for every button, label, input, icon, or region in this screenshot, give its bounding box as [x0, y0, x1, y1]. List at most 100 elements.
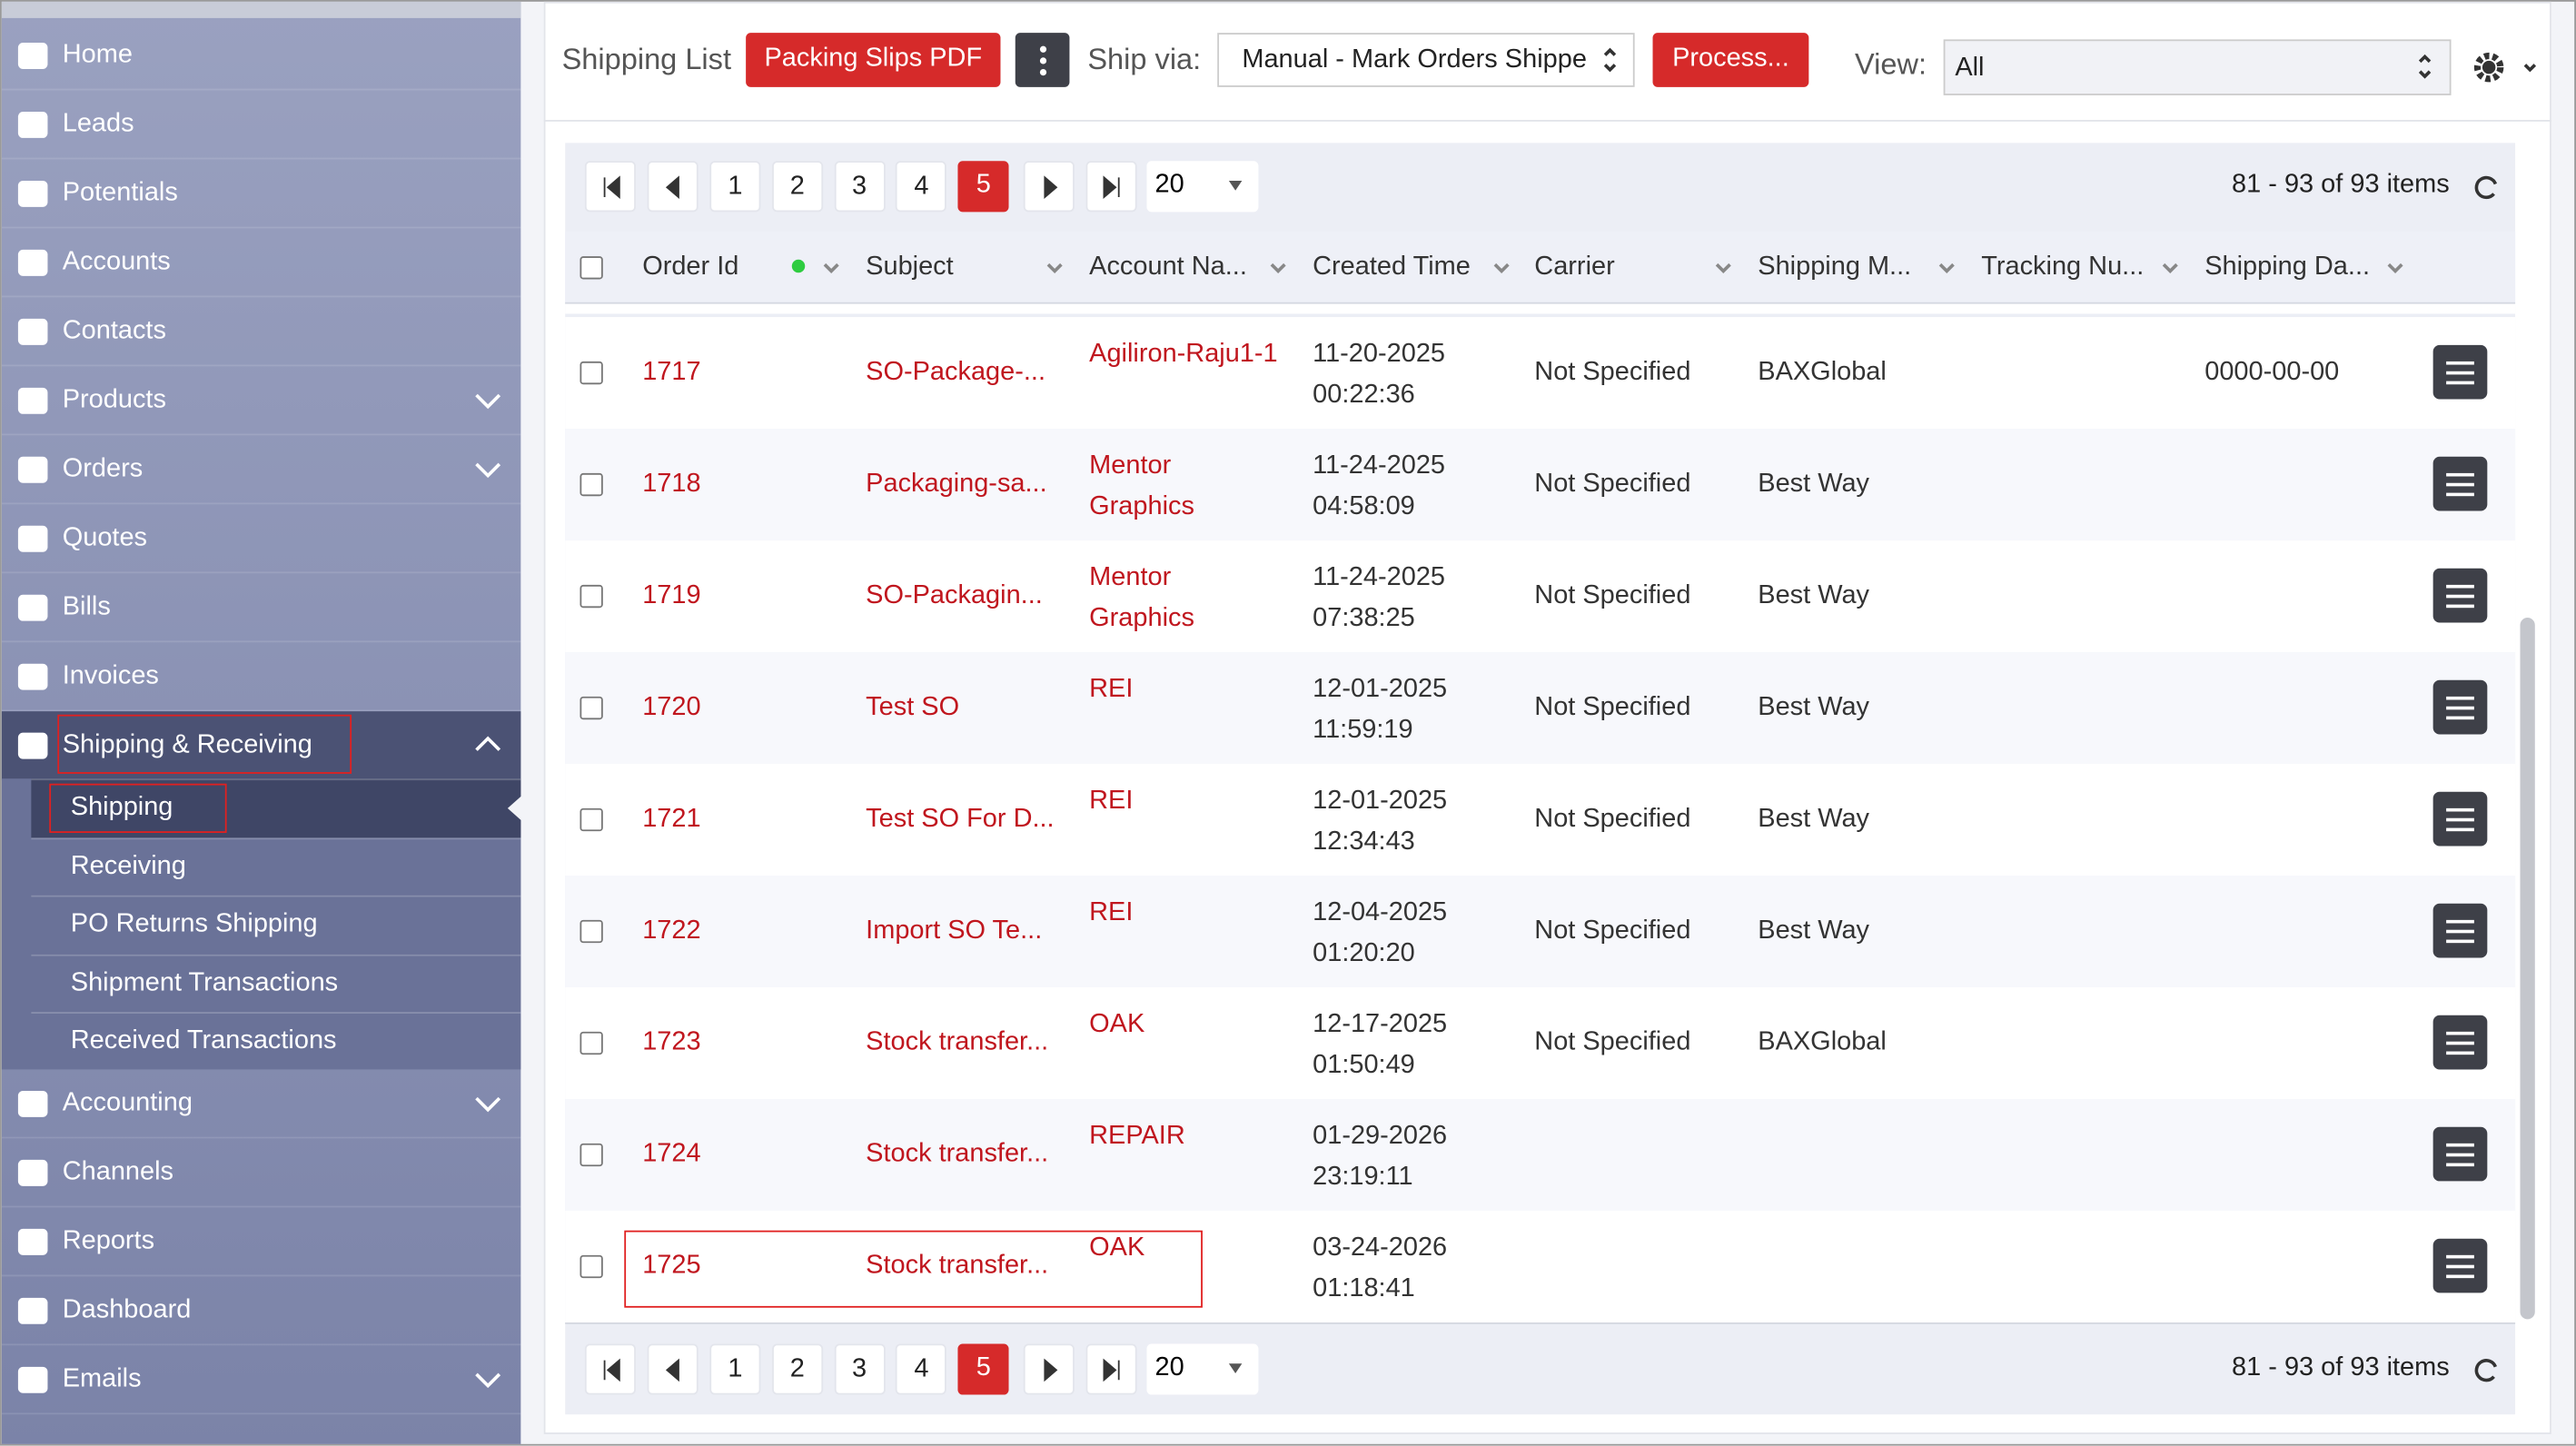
- cell-id[interactable]: 1719: [642, 581, 701, 610]
- view-select[interactable]: All: [1943, 39, 2452, 95]
- submenu-item[interactable]: PO Returns Shipping: [31, 895, 521, 954]
- cell-created: 12-01-2025 12:34:43: [1313, 787, 1448, 856]
- row-checkbox[interactable]: [580, 1143, 603, 1167]
- nav-item[interactable]: Home: [1, 22, 521, 91]
- cell-id[interactable]: 1718: [642, 470, 701, 499]
- column-header[interactable]: Account Na...: [1089, 253, 1247, 282]
- nav-item[interactable]: Accounting: [1, 1069, 521, 1139]
- nav-item[interactable]: Quotes: [1, 504, 521, 574]
- page-button[interactable]: 1: [709, 1343, 761, 1395]
- row-checkbox[interactable]: [580, 807, 603, 832]
- row-checkbox[interactable]: [580, 1031, 603, 1055]
- page-number: 5: [976, 1353, 991, 1382]
- cell-method: Best Way: [1758, 581, 1870, 610]
- cell-id[interactable]: 1725: [642, 1252, 701, 1280]
- menu-bar: [2446, 593, 2474, 598]
- nav-item[interactable]: Bills: [1, 573, 521, 643]
- table-row: [565, 652, 2516, 765]
- page-button[interactable]: 1: [709, 161, 761, 213]
- scrollbar-thumb: [2520, 618, 2535, 1320]
- row-checkbox[interactable]: [580, 584, 603, 609]
- menu-bar: [2446, 370, 2474, 374]
- cell-id[interactable]: 1724: [642, 1140, 701, 1168]
- column-header[interactable]: Created Time: [1313, 253, 1471, 282]
- icon-shape: [17, 525, 48, 552]
- column-header[interactable]: Subject: [866, 253, 954, 282]
- page-size-select[interactable]: 20: [1146, 161, 1259, 213]
- page-button[interactable]: 4: [896, 161, 947, 213]
- nav-item[interactable]: Products: [1, 366, 521, 436]
- dot-shape: [1038, 45, 1046, 52]
- menu-bar: [2446, 715, 2474, 719]
- nav-item[interactable]: Channels: [1, 1138, 521, 1208]
- nav-item[interactable]: Shipping & Receiving: [1, 711, 521, 781]
- nav-item[interactable]: Leads: [1, 90, 521, 160]
- cell-id[interactable]: 1722: [642, 916, 701, 945]
- submenu-item[interactable]: Received Transactions: [31, 1012, 521, 1070]
- chevron: [2418, 70, 2432, 79]
- cell-subject: SO-Package-...: [866, 358, 1045, 387]
- nav-item[interactable]: Reports: [1, 1207, 521, 1277]
- table-row: [565, 540, 2516, 653]
- nav-item[interactable]: Orders: [1, 435, 521, 505]
- row-checkbox[interactable]: [580, 361, 603, 385]
- page-button[interactable]: 3: [834, 1343, 886, 1395]
- column-header[interactable]: Carrier: [1534, 253, 1615, 282]
- submenu-item[interactable]: Shipment Transactions: [31, 953, 521, 1012]
- row-checkbox[interactable]: [580, 696, 603, 720]
- select-all-checkbox[interactable]: [580, 256, 603, 280]
- last-page[interactable]: [1085, 1343, 1137, 1395]
- icon-shape: [17, 594, 48, 621]
- nav-icon: [17, 1297, 48, 1324]
- page-size-select[interactable]: 20: [1146, 1343, 1259, 1395]
- process-button[interactable]: Process...: [1652, 33, 1809, 87]
- nav-item[interactable]: Dashboard: [1, 1276, 521, 1346]
- row-checkbox[interactable]: [580, 919, 603, 944]
- refresh-icon[interactable]: [2474, 1359, 2498, 1382]
- cell-carrier: Not Specified: [1534, 693, 1691, 722]
- page-button[interactable]: 5: [957, 1343, 1009, 1395]
- toolbar-divider: [543, 120, 2551, 122]
- page-button[interactable]: 2: [771, 1343, 823, 1395]
- cell-account: Mentor Graphics: [1089, 563, 1194, 632]
- cell-id[interactable]: 1717: [642, 358, 701, 387]
- submenu-item[interactable]: Receiving: [31, 837, 521, 896]
- refresh-icon[interactable]: [2474, 175, 2498, 200]
- nav-item[interactable]: Emails: [1, 1345, 521, 1415]
- menu-bar: [2446, 481, 2474, 486]
- cell-id[interactable]: 1720: [642, 693, 701, 722]
- icon-shape: [17, 1366, 48, 1393]
- nav-item[interactable]: Contacts: [1, 297, 521, 367]
- cell-carrier: Not Specified: [1534, 916, 1691, 945]
- page-button[interactable]: 5: [957, 161, 1009, 213]
- status-dot: [791, 259, 806, 273]
- page-button[interactable]: 4: [896, 1343, 947, 1395]
- row-checkbox[interactable]: [580, 472, 603, 497]
- column-header[interactable]: Shipping M...: [1758, 253, 1912, 282]
- page-button[interactable]: 2: [771, 161, 823, 213]
- nav-item[interactable]: Invoices: [1, 642, 521, 712]
- page-number: 4: [914, 1355, 929, 1383]
- column-header[interactable]: Order Id: [642, 253, 739, 282]
- pagination-summary: 81 - 93 of 93 items: [2232, 171, 2450, 199]
- column-header[interactable]: Shipping Da...: [2204, 253, 2371, 282]
- cell-id[interactable]: 1723: [642, 1028, 701, 1056]
- packing-slips-button[interactable]: Packing Slips PDF: [746, 33, 1001, 87]
- cell-carrier: Not Specified: [1534, 805, 1691, 833]
- row-checkbox[interactable]: [580, 1254, 603, 1279]
- cell-id[interactable]: 1721: [642, 805, 701, 833]
- page-button[interactable]: 3: [834, 161, 886, 213]
- prev-page[interactable]: [647, 161, 698, 213]
- column-header[interactable]: Tracking Nu...: [1981, 253, 2145, 282]
- nav-item[interactable]: Accounts: [1, 228, 521, 298]
- submenu-item[interactable]: Shipping: [31, 778, 521, 837]
- page-number: 1: [728, 172, 743, 201]
- next-page[interactable]: [1023, 1343, 1075, 1395]
- ship-via-select[interactable]: Manual - Mark Orders Shippe: [1217, 33, 1635, 87]
- page-size: 20: [1154, 1353, 1184, 1382]
- menu-bar: [2446, 583, 2474, 588]
- chevron: [1603, 64, 1617, 73]
- nav-item[interactable]: Potentials: [1, 159, 521, 229]
- nav-icon: [17, 525, 48, 552]
